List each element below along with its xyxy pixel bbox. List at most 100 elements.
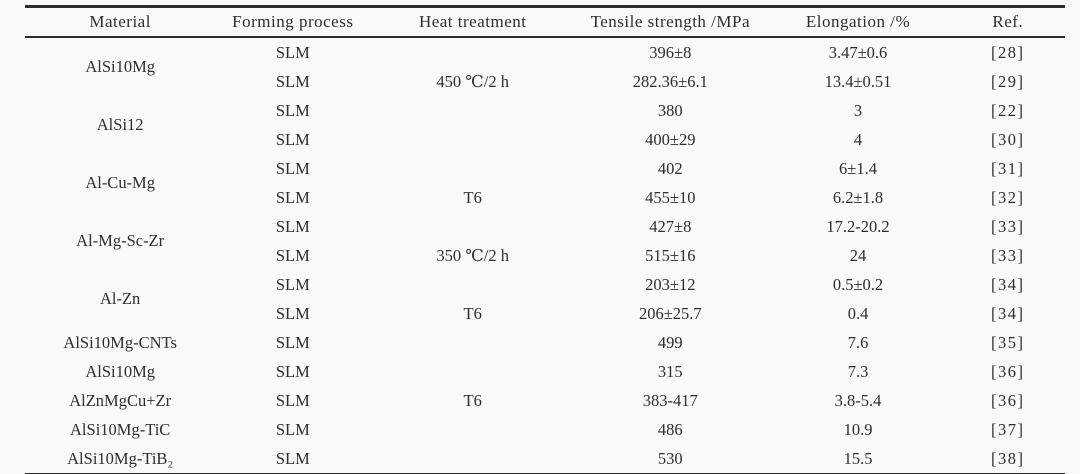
cell-forming-process: SLM — [275, 100, 310, 120]
table-body: AlSi10Mg SLM 396±8 3.47±0.6 [28] SLM 450… — [25, 37, 1065, 473]
cell-material: Al-Cu-Mg — [85, 173, 155, 192]
materials-table-container: Material Forming process Heat treatment … — [25, 5, 1065, 474]
cell-tensile-strength: 530 — [657, 448, 683, 468]
cell-tensile-strength: 203±12 — [645, 274, 696, 294]
table-row: SLM T6 455±10 6.2±1.8 [32] — [25, 183, 1065, 212]
cell-tensile-strength: 515±16 — [645, 245, 696, 265]
cell-ref: [33] — [991, 245, 1025, 265]
cell-ref: [30] — [991, 129, 1025, 149]
column-header-tensile-strength: Tensile strength /MPa — [575, 8, 766, 38]
cell-heat-treatment — [370, 270, 575, 299]
cell-forming-process: SLM — [275, 361, 310, 381]
table-row: AlSi10Mg SLM 396±8 3.47±0.6 [28] — [25, 37, 1065, 77]
table-row: Al-Cu-Mg SLM 402 6±1.4 [31] — [25, 154, 1065, 193]
table-row: Al-Zn SLM 203±12 0.5±0.2 [34] — [25, 270, 1065, 309]
cell-heat-treatment — [370, 415, 575, 444]
table-top-rule — [25, 5, 1065, 8]
table-row: SLM 350 ℃/2 h 515±16 24 [33] — [25, 241, 1065, 270]
cell-forming-process: SLM — [275, 303, 310, 323]
cell-elongation: 3.8-5.4 — [834, 390, 882, 410]
cell-forming-process: SLM — [275, 245, 310, 265]
cell-tensile-strength: 206±25.7 — [638, 303, 702, 323]
cell-heat-treatment — [370, 212, 575, 241]
cell-tensile-strength: 402 — [657, 158, 683, 178]
cell-forming-process: SLM — [275, 216, 310, 236]
cell-tensile-strength: 486 — [657, 419, 683, 439]
header-row: Material Forming process Heat treatment … — [25, 8, 1065, 38]
cell-tensile-strength: 383-417 — [642, 390, 698, 410]
table-row: AlZnMgCu+Zr SLM T6 383-417 3.8-5.4 [36] — [25, 386, 1065, 415]
table-row: AlSi10Mg-CNTs SLM 499 7.6 [35] — [25, 328, 1065, 357]
cell-heat-treatment: 350 ℃/2 h — [436, 245, 509, 265]
cell-elongation: 0.5±0.2 — [832, 274, 884, 294]
cell-heat-treatment — [370, 444, 575, 473]
cell-ref: [31] — [991, 158, 1025, 178]
cell-ref: [36] — [991, 361, 1025, 381]
cell-forming-process: SLM — [275, 71, 310, 91]
cell-elongation: 6.2±1.8 — [832, 187, 884, 207]
cell-ref: [22] — [991, 100, 1025, 120]
table-row: AlSi10Mg-TiB₂ SLM 530 15.5 [38] — [25, 444, 1065, 473]
cell-tensile-strength: 396±8 — [649, 42, 692, 62]
table-row: AlSi10Mg-TiC SLM 486 10.9 [37] — [25, 415, 1065, 444]
cell-tensile-strength: 427±8 — [649, 216, 692, 236]
cell-heat-treatment — [370, 154, 575, 183]
cell-material: Al-Zn — [99, 289, 141, 308]
cell-elongation: 7.3 — [847, 361, 869, 381]
cell-tensile-strength: 380 — [657, 100, 683, 120]
table-row: Al-Mg-Sc-Zr SLM 427±8 17.2-20.2 [33] — [25, 212, 1065, 251]
cell-material: AlSi10Mg — [85, 57, 155, 76]
cell-ref: [28] — [991, 42, 1025, 62]
cell-ref: [34] — [991, 303, 1025, 323]
cell-material: AlZnMgCu+Zr — [69, 390, 172, 410]
cell-ref: [34] — [991, 274, 1025, 294]
cell-heat-treatment — [370, 357, 575, 386]
cell-heat-treatment — [370, 328, 575, 357]
cell-forming-process: SLM — [275, 332, 310, 352]
table-row: SLM 400±29 4 [30] — [25, 125, 1065, 154]
cell-elongation: 13.4±0.51 — [824, 71, 892, 91]
cell-forming-process: SLM — [275, 129, 310, 149]
cell-ref: [29] — [991, 71, 1025, 91]
cell-elongation: 0.4 — [847, 303, 869, 323]
cell-material: Al-Mg-Sc-Zr — [76, 231, 165, 250]
cell-tensile-strength: 282.36±6.1 — [632, 71, 708, 91]
cell-forming-process: SLM — [275, 390, 310, 410]
cell-heat-treatment: T6 — [463, 303, 482, 323]
cell-elongation: 3 — [853, 100, 863, 120]
materials-properties-table: Material Forming process Heat treatment … — [25, 8, 1065, 473]
cell-tensile-strength: 455±10 — [645, 187, 696, 207]
cell-ref: [32] — [991, 187, 1025, 207]
cell-elongation: 17.2-20.2 — [826, 216, 890, 236]
column-header-forming-process: Forming process — [215, 8, 371, 38]
cell-heat-treatment — [370, 96, 575, 125]
column-header-elongation: Elongation /% — [765, 8, 951, 38]
cell-forming-process: SLM — [275, 42, 310, 62]
cell-elongation: 24 — [849, 245, 867, 265]
cell-material: AlSi10Mg-TiC — [70, 419, 171, 439]
cell-ref: [33] — [991, 216, 1025, 236]
column-header-material: Material — [25, 8, 216, 38]
table-row: SLM T6 206±25.7 0.4 [34] — [25, 299, 1065, 328]
table-row: AlSi12 SLM 380 3 [22] — [25, 96, 1065, 135]
cell-elongation: 3.47±0.6 — [828, 42, 888, 62]
cell-heat-treatment — [370, 125, 575, 154]
cell-tensile-strength: 499 — [657, 332, 683, 352]
cell-material: AlSi10Mg — [85, 361, 155, 381]
cell-elongation: 7.6 — [847, 332, 869, 352]
cell-forming-process: SLM — [275, 419, 310, 439]
cell-heat-treatment: T6 — [463, 390, 482, 410]
cell-ref: [36] — [991, 390, 1025, 410]
cell-heat-treatment — [370, 37, 575, 67]
cell-heat-treatment: T6 — [463, 187, 482, 207]
table-header: Material Forming process Heat treatment … — [25, 8, 1065, 38]
column-header-ref: Ref. — [950, 8, 1065, 38]
cell-tensile-strength: 315 — [657, 361, 683, 381]
cell-material: AlSi12 — [96, 115, 144, 134]
cell-forming-process: SLM — [275, 187, 310, 207]
cell-elongation: 15.5 — [843, 448, 873, 468]
cell-forming-process: SLM — [275, 158, 310, 178]
cell-tensile-strength: 400±29 — [645, 129, 696, 149]
cell-elongation: 10.9 — [843, 419, 873, 439]
